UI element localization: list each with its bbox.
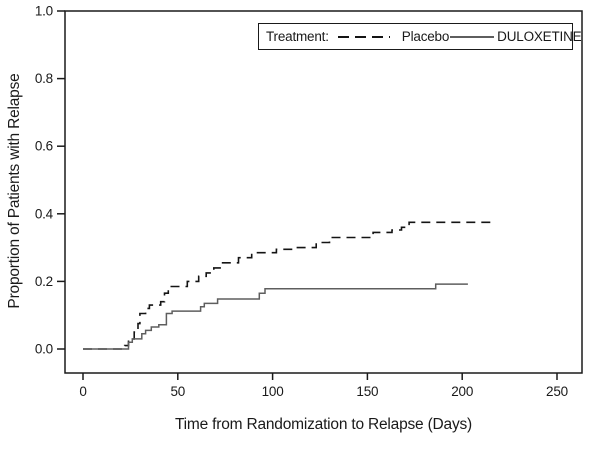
y-axis: 0.0 0.2 0.4 0.6 0.8 1.0 [35,4,65,357]
x-axis-tick-label: 200 [451,384,473,399]
placebo-curve [83,221,491,350]
y-axis-tick-label: 0.8 [35,71,53,86]
y-axis-tick-label: 0.0 [35,342,53,357]
x-axis-title: Time from Randomization to Relapse (Days… [174,416,473,433]
duloxetine-curve [83,283,468,350]
legend-box: Treatment: Placebo DULOXETINE [258,23,582,50]
legend-label-duloxetine: DULOXETINE [497,29,582,44]
x-axis: 0 50 100 150 200 250 [79,373,568,399]
y-axis-tick-label: 1.0 [35,4,53,19]
y-axis-title: Proportion of Patients with Relapse [6,73,23,309]
x-axis-tick-label: 250 [546,384,568,399]
x-axis-tick-label: 150 [356,384,378,399]
placebo-dashed-line-sample [337,35,390,38]
legend-title: Treatment: [266,29,329,44]
duloxetine-solid-line-sample [450,35,495,38]
plot-frame [64,10,583,374]
x-axis-tick-label: 0 [79,384,86,399]
y-axis-tick-label: 0.6 [35,139,53,154]
y-axis-tick-label: 0.4 [35,206,54,221]
y-axis-tick-label: 0.2 [35,274,53,289]
x-axis-tick-label: 100 [262,384,284,399]
legend-label-placebo: Placebo [401,29,450,44]
x-axis-tick-label: 50 [170,384,185,399]
